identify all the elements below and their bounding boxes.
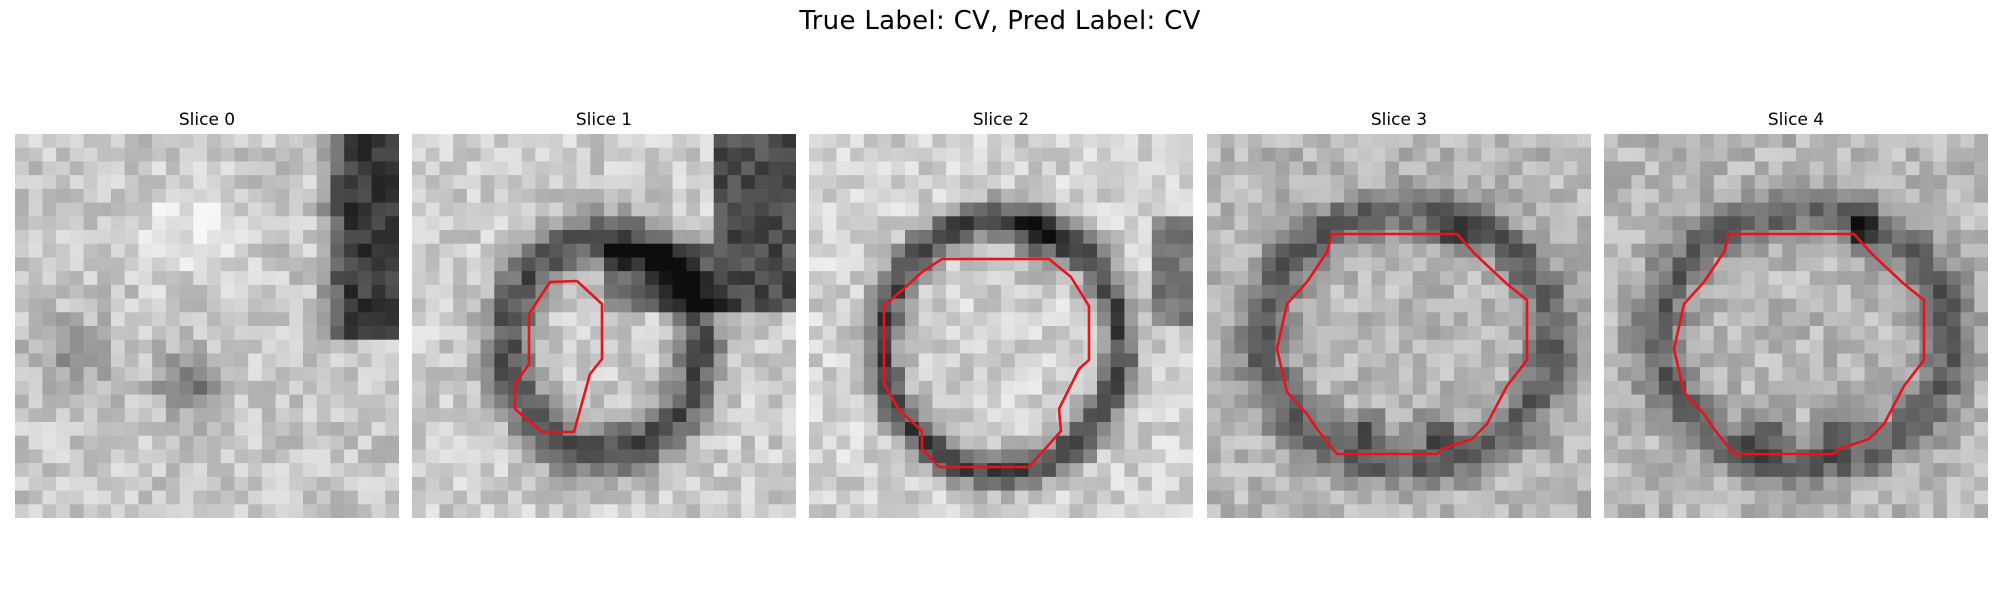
segmentation-contour bbox=[882, 257, 1091, 469]
slice-image bbox=[1604, 134, 1988, 518]
slice-title: Slice 3 bbox=[1370, 110, 1428, 130]
figure-title: True Label: CV, Pred Label: CV bbox=[799, 6, 1201, 36]
segmentation-contour bbox=[1275, 232, 1529, 456]
slice-title: Slice 0 bbox=[178, 110, 236, 130]
slice-panel: Slice 4 bbox=[1604, 106, 1988, 518]
slice-panel: Slice 1 bbox=[412, 106, 796, 518]
slice-image bbox=[412, 134, 796, 518]
slice-title: Slice 1 bbox=[575, 110, 633, 130]
slice-title: Slice 4 bbox=[1767, 110, 1825, 130]
slice-panel: Slice 3 bbox=[1207, 106, 1591, 518]
segmentation-contour bbox=[513, 279, 604, 434]
slice-image bbox=[15, 134, 399, 518]
slice-image bbox=[809, 134, 1193, 518]
slice-image bbox=[1207, 134, 1591, 518]
slice-panel: Slice 0 bbox=[15, 106, 399, 518]
segmentation-contour bbox=[1672, 232, 1926, 456]
slice-title: Slice 2 bbox=[972, 110, 1030, 130]
slice-panel: Slice 2 bbox=[809, 106, 1193, 518]
